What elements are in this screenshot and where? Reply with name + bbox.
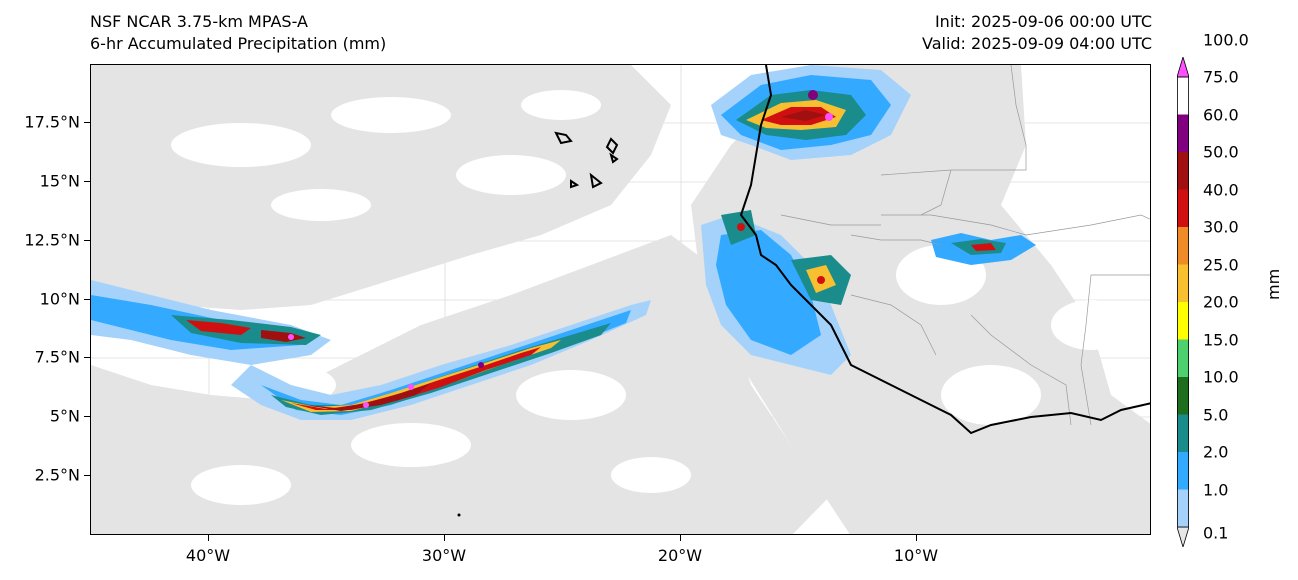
colorbar-arrow-high (1177, 57, 1189, 78)
xtick-mark (680, 535, 681, 541)
colorbar-segment (1177, 114, 1189, 152)
colorbar-tick-label: 10.0 (1203, 367, 1239, 387)
ytick-label: 7.5°N (34, 347, 80, 367)
coastline (554, 65, 1150, 435)
colorbar-segment (1177, 414, 1189, 452)
ytick-label: 10°N (39, 289, 80, 309)
xtick-mark (916, 535, 917, 541)
colorbar-segment (1177, 152, 1189, 190)
colorbar-segment (1177, 489, 1189, 527)
ytick-mark (84, 122, 90, 123)
colorbar-tick-label: 5.0 (1203, 405, 1229, 424)
ytick-mark (84, 416, 90, 417)
precip-band-west (91, 280, 651, 420)
colorbar-segment (1177, 227, 1189, 265)
xtick-label: 30°W (421, 546, 467, 565)
colorbar-tick-label: 1.0 (1203, 480, 1229, 499)
colorbar-tick-label: 15.0 (1203, 330, 1239, 349)
xtick-mark (208, 535, 209, 541)
colorbar-tick-label: 2.0 (1203, 442, 1229, 462)
ytick-mark (84, 240, 90, 241)
ytick-label: 2.5°N (34, 465, 80, 485)
ytick-mark (84, 475, 90, 476)
colorbar-units: mm (1264, 268, 1283, 300)
colorbar-frame (1177, 76, 1189, 528)
country-borders (780, 65, 1150, 426)
colorbar-tick-label: 100.0 (1203, 30, 1249, 49)
island-dot (457, 513, 461, 517)
colorbar-segment (1177, 302, 1189, 340)
colorbar-segment (1177, 377, 1189, 415)
colorbar-tick-label: 30.0 (1203, 217, 1239, 237)
colorbar-tick-label: 50.0 (1203, 142, 1239, 162)
ytick-mark (84, 181, 90, 182)
colorbar-tick-label: 40.0 (1203, 180, 1239, 199)
title-left: NSF NCAR 3.75-km MPAS-A 6-hr Accumulated… (90, 11, 386, 55)
colorbar-segment (1177, 264, 1189, 302)
xtick-mark (444, 535, 445, 541)
colorbar-tick-label: 25.0 (1203, 255, 1239, 274)
colorbar-arrow-low (1177, 526, 1189, 547)
ytick-mark (84, 357, 90, 358)
colorbar-segment (1177, 452, 1189, 490)
ytick-label: 17.5°N (24, 112, 80, 132)
colorbar (1177, 57, 1189, 547)
colorbar-tick-label: 20.0 (1203, 292, 1239, 312)
init-time: Init: 2025-09-06 00:00 UTC (934, 12, 1152, 31)
model-name: NSF NCAR 3.75-km MPAS-A (90, 12, 308, 31)
colorbar-tick-label: 0.1 (1203, 523, 1229, 543)
map-canvas (91, 65, 1150, 534)
ytick-mark (84, 299, 90, 300)
colorbar-tick-label: 75.0 (1203, 67, 1239, 87)
ytick-label: 12.5°N (24, 230, 80, 250)
colorbar-tick-label: 60.0 (1203, 105, 1239, 124)
valid-time: Valid: 2025-09-09 04:00 UTC (921, 34, 1152, 53)
xtick-label: 40°W (185, 546, 231, 565)
xtick-label: 20°W (657, 546, 703, 565)
title-right: Init: 2025-09-06 00:00 UTC Valid: 2025-0… (922, 11, 1152, 55)
ytick-label: 5°N (49, 406, 80, 426)
precip-map[interactable] (90, 64, 1151, 535)
xtick-label: 10°W (893, 546, 939, 565)
colorbar-segment (1177, 189, 1189, 227)
field-name: 6-hr Accumulated Precipitation (mm) (90, 34, 387, 53)
ytick-label: 15°N (39, 171, 80, 191)
colorbar-segment (1177, 339, 1189, 377)
